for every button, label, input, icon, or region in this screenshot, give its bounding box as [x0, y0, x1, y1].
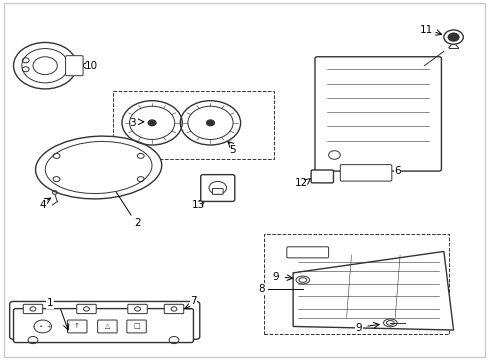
Circle shape	[148, 120, 156, 126]
FancyBboxPatch shape	[4, 3, 484, 357]
FancyBboxPatch shape	[164, 304, 183, 314]
Text: 4: 4	[40, 200, 46, 210]
FancyBboxPatch shape	[340, 165, 391, 181]
Text: 2: 2	[134, 218, 141, 228]
Ellipse shape	[298, 278, 306, 282]
Text: 7: 7	[190, 296, 196, 306]
Circle shape	[206, 120, 214, 126]
Polygon shape	[292, 251, 453, 330]
Text: 6: 6	[393, 166, 400, 176]
Text: 8: 8	[258, 284, 264, 294]
FancyBboxPatch shape	[310, 170, 333, 183]
FancyBboxPatch shape	[14, 309, 193, 342]
Text: ↑: ↑	[74, 324, 80, 329]
FancyBboxPatch shape	[67, 320, 87, 333]
FancyBboxPatch shape	[65, 56, 83, 76]
Circle shape	[447, 33, 458, 41]
Text: 13: 13	[191, 200, 204, 210]
Ellipse shape	[45, 141, 152, 194]
Text: △: △	[104, 324, 110, 329]
FancyBboxPatch shape	[314, 57, 441, 171]
Text: 9: 9	[272, 272, 279, 282]
Text: 1: 1	[46, 298, 53, 308]
Text: 3: 3	[129, 118, 136, 128]
Text: -  •  +: - • +	[33, 324, 52, 329]
FancyBboxPatch shape	[126, 320, 146, 333]
Ellipse shape	[383, 319, 396, 327]
FancyBboxPatch shape	[98, 320, 117, 333]
Text: 11: 11	[419, 25, 432, 35]
Text: 9: 9	[355, 323, 361, 333]
Text: 12: 12	[295, 177, 308, 188]
Text: 5: 5	[228, 145, 235, 155]
FancyBboxPatch shape	[23, 304, 42, 314]
FancyBboxPatch shape	[201, 175, 234, 202]
FancyBboxPatch shape	[212, 189, 223, 194]
Text: 10: 10	[84, 61, 98, 71]
FancyBboxPatch shape	[77, 304, 96, 314]
Ellipse shape	[386, 320, 393, 325]
FancyBboxPatch shape	[286, 247, 328, 258]
Ellipse shape	[36, 136, 162, 199]
FancyBboxPatch shape	[127, 304, 147, 314]
Text: □: □	[133, 324, 140, 329]
Ellipse shape	[295, 276, 309, 284]
